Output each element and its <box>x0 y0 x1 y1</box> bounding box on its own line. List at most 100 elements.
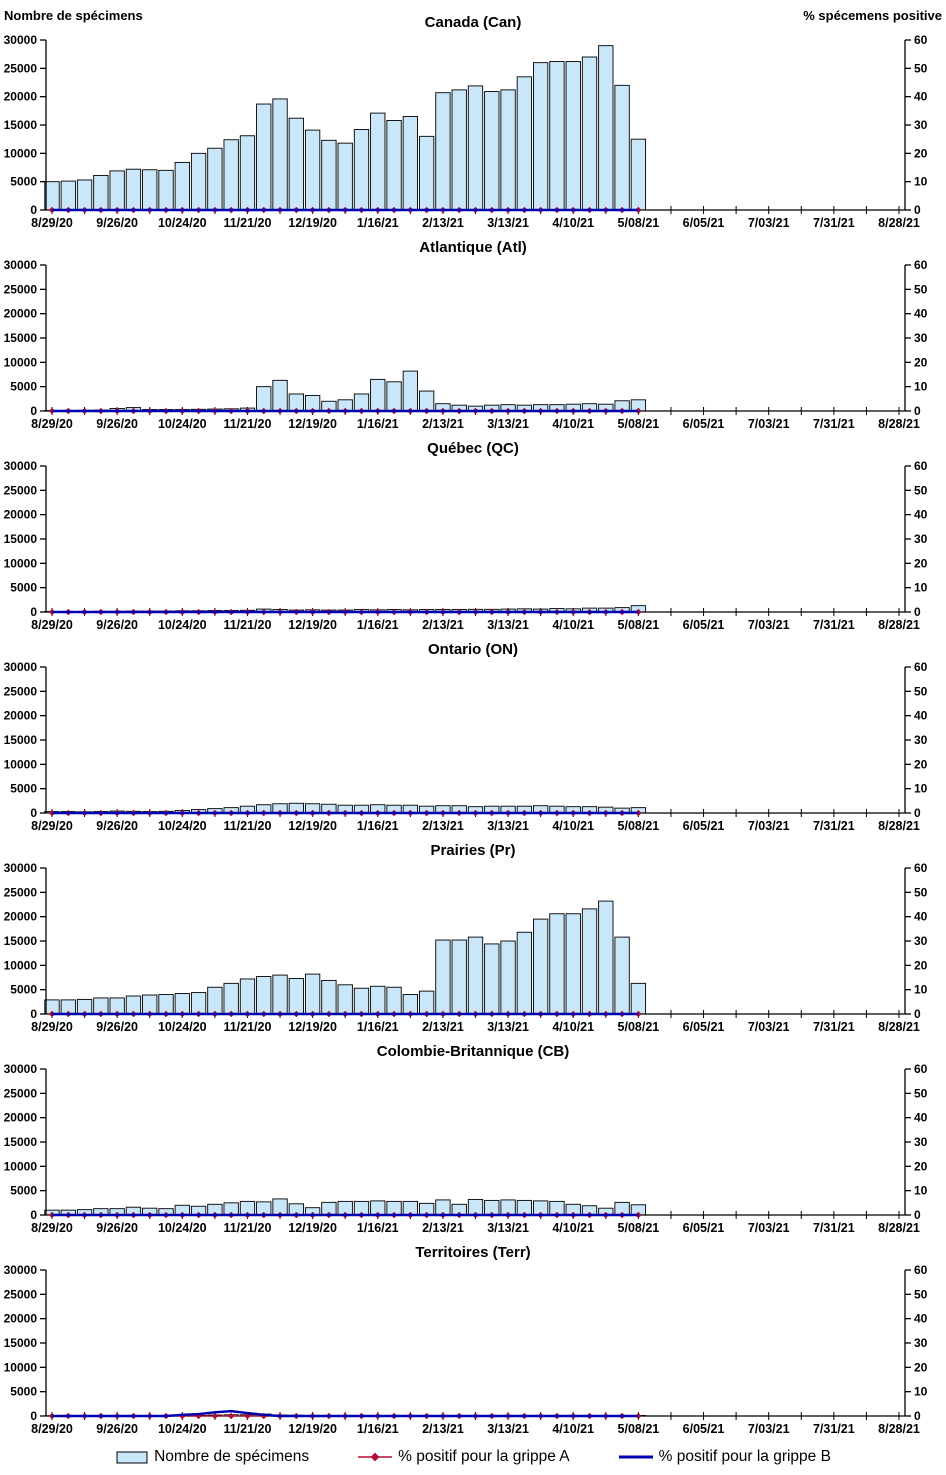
svg-text:3/13/21: 3/13/21 <box>487 1221 529 1235</box>
svg-text:7/03/21: 7/03/21 <box>748 216 790 230</box>
svg-text:25000: 25000 <box>4 483 38 497</box>
svg-text:10/24/20: 10/24/20 <box>158 618 207 632</box>
panel-prairies-title: Prairies (Pr) <box>430 842 516 859</box>
svg-text:12/19/20: 12/19/20 <box>288 819 337 833</box>
svg-text:12/19/20: 12/19/20 <box>288 618 337 632</box>
svg-text:5/08/21: 5/08/21 <box>618 1422 660 1436</box>
svg-text:60: 60 <box>914 259 928 272</box>
panel-prairies: Prairies (Pr) 0 5000 10000 15000 20000 25000 3… <box>0 842 946 1036</box>
svg-text:60: 60 <box>914 862 928 875</box>
svg-text:20: 20 <box>914 556 928 570</box>
svg-text:50: 50 <box>914 684 928 698</box>
svg-text:40: 40 <box>914 709 928 723</box>
svg-text:30000: 30000 <box>4 259 38 272</box>
svg-text:6/05/21: 6/05/21 <box>683 618 725 632</box>
svg-text:7/31/21: 7/31/21 <box>813 819 855 833</box>
svg-text:1/16/21: 1/16/21 <box>357 819 399 833</box>
svg-text:5000: 5000 <box>10 983 37 997</box>
svg-text:12/19/20: 12/19/20 <box>288 1422 337 1436</box>
svg-text:2/13/21: 2/13/21 <box>422 1221 464 1235</box>
chart-prairies: 0 5000 10000 15000 20000 25000 30000 0 10 20 30 40 5… <box>4 862 928 1034</box>
svg-text:8/29/20: 8/29/20 <box>31 1422 73 1436</box>
svg-text:1/16/21: 1/16/21 <box>357 1221 399 1235</box>
svg-text:7/31/21: 7/31/21 <box>813 1221 855 1235</box>
svg-text:11/21/20: 11/21/20 <box>223 216 271 230</box>
svg-text:8/28/21: 8/28/21 <box>878 417 920 431</box>
svg-text:20000: 20000 <box>4 709 38 723</box>
panel-canada-title: Canada (Can) <box>424 14 522 31</box>
svg-text:4/10/21: 4/10/21 <box>552 1422 594 1436</box>
svg-text:9/26/20: 9/26/20 <box>96 1221 138 1235</box>
svg-text:8/28/21: 8/28/21 <box>878 1422 920 1436</box>
svg-text:30000: 30000 <box>4 460 38 473</box>
svg-text:40: 40 <box>914 1111 928 1125</box>
svg-text:10: 10 <box>914 581 928 595</box>
svg-text:10/24/20: 10/24/20 <box>158 1422 207 1436</box>
svg-text:11/21/20: 11/21/20 <box>223 1221 271 1235</box>
svg-text:30: 30 <box>914 1135 928 1149</box>
panel-territoires: Territoires (Terr) 0 5000 10000 15000 20000 2… <box>0 1244 946 1438</box>
svg-text:40: 40 <box>914 90 928 104</box>
svg-text:20000: 20000 <box>4 508 38 522</box>
svg-text:2/13/21: 2/13/21 <box>422 819 464 833</box>
svg-text:20: 20 <box>914 1159 928 1173</box>
svg-text:50: 50 <box>914 1287 928 1301</box>
svg-text:50: 50 <box>914 61 928 75</box>
svg-text:20000: 20000 <box>4 307 38 321</box>
svg-text:10: 10 <box>914 983 928 997</box>
svg-text:7/03/21: 7/03/21 <box>748 1020 790 1034</box>
svg-text:5/08/21: 5/08/21 <box>618 819 660 833</box>
svg-text:30000: 30000 <box>4 34 38 47</box>
svg-text:5000: 5000 <box>10 380 37 394</box>
panel-canada-header: Nombre de spécimens Canada (Can) % spéce… <box>0 0 946 34</box>
svg-text:40: 40 <box>914 508 928 522</box>
specimen-bars <box>44 370 647 412</box>
svg-text:3/13/21: 3/13/21 <box>487 819 529 833</box>
line-swatch-icon <box>618 1455 653 1459</box>
chart-territoires: 0 5000 10000 15000 20000 25000 30000 0 10 20 30 40 5… <box>4 1264 928 1436</box>
chart-colombie-britannique: 0 5000 10000 15000 20000 25000 30000 0 10 20 30 40 5… <box>4 1063 928 1235</box>
legend-label-grippe-b: % positif pour la grippe B <box>658 1448 831 1465</box>
svg-text:6/05/21: 6/05/21 <box>683 216 725 230</box>
svg-text:6/05/21: 6/05/21 <box>683 819 725 833</box>
svg-text:5/08/21: 5/08/21 <box>618 1020 660 1034</box>
svg-text:9/26/20: 9/26/20 <box>96 618 138 632</box>
svg-text:0: 0 <box>30 605 37 619</box>
svg-text:0: 0 <box>30 203 37 217</box>
svg-text:2/13/21: 2/13/21 <box>422 618 464 632</box>
svg-text:8/28/21: 8/28/21 <box>878 216 920 230</box>
svg-text:1/16/21: 1/16/21 <box>357 216 399 230</box>
svg-text:10/24/20: 10/24/20 <box>158 1020 207 1034</box>
svg-text:7/03/21: 7/03/21 <box>748 1221 790 1235</box>
specimen-bars <box>44 45 647 211</box>
panel-ontario-title: Ontario (ON) <box>428 641 518 658</box>
left-axis-title: Nombre de spécimens <box>4 8 143 23</box>
svg-text:3/13/21: 3/13/21 <box>487 1020 529 1034</box>
svg-text:10: 10 <box>914 1385 928 1399</box>
svg-text:50: 50 <box>914 483 928 497</box>
svg-text:12/19/20: 12/19/20 <box>288 417 337 431</box>
svg-text:7/31/21: 7/31/21 <box>813 216 855 230</box>
svg-text:15000: 15000 <box>4 331 38 345</box>
legend-item-specimens: Nombre de spécimens <box>115 1448 309 1466</box>
svg-text:5/08/21: 5/08/21 <box>618 618 660 632</box>
axes <box>40 465 911 613</box>
svg-text:0: 0 <box>914 1007 921 1021</box>
svg-text:10: 10 <box>914 1184 928 1198</box>
svg-text:60: 60 <box>914 1063 928 1076</box>
panel-quebec: Québec (QC) 0 5000 10000 15000 20000 25000 300… <box>0 440 946 634</box>
svg-text:7/03/21: 7/03/21 <box>748 417 790 431</box>
panel-territoires-title: Territoires (Terr) <box>415 1244 531 1261</box>
svg-text:40: 40 <box>914 1312 928 1326</box>
svg-text:2/13/21: 2/13/21 <box>422 216 464 230</box>
svg-text:20: 20 <box>914 958 928 972</box>
svg-text:2/13/21: 2/13/21 <box>422 417 464 431</box>
svg-text:30: 30 <box>914 733 928 747</box>
svg-text:4/10/21: 4/10/21 <box>552 618 594 632</box>
svg-text:30: 30 <box>914 331 928 345</box>
svg-text:9/26/20: 9/26/20 <box>96 1020 138 1034</box>
svg-text:0: 0 <box>30 1409 37 1423</box>
svg-text:0: 0 <box>914 404 921 418</box>
svg-text:3/13/21: 3/13/21 <box>487 618 529 632</box>
svg-text:4/10/21: 4/10/21 <box>552 417 594 431</box>
